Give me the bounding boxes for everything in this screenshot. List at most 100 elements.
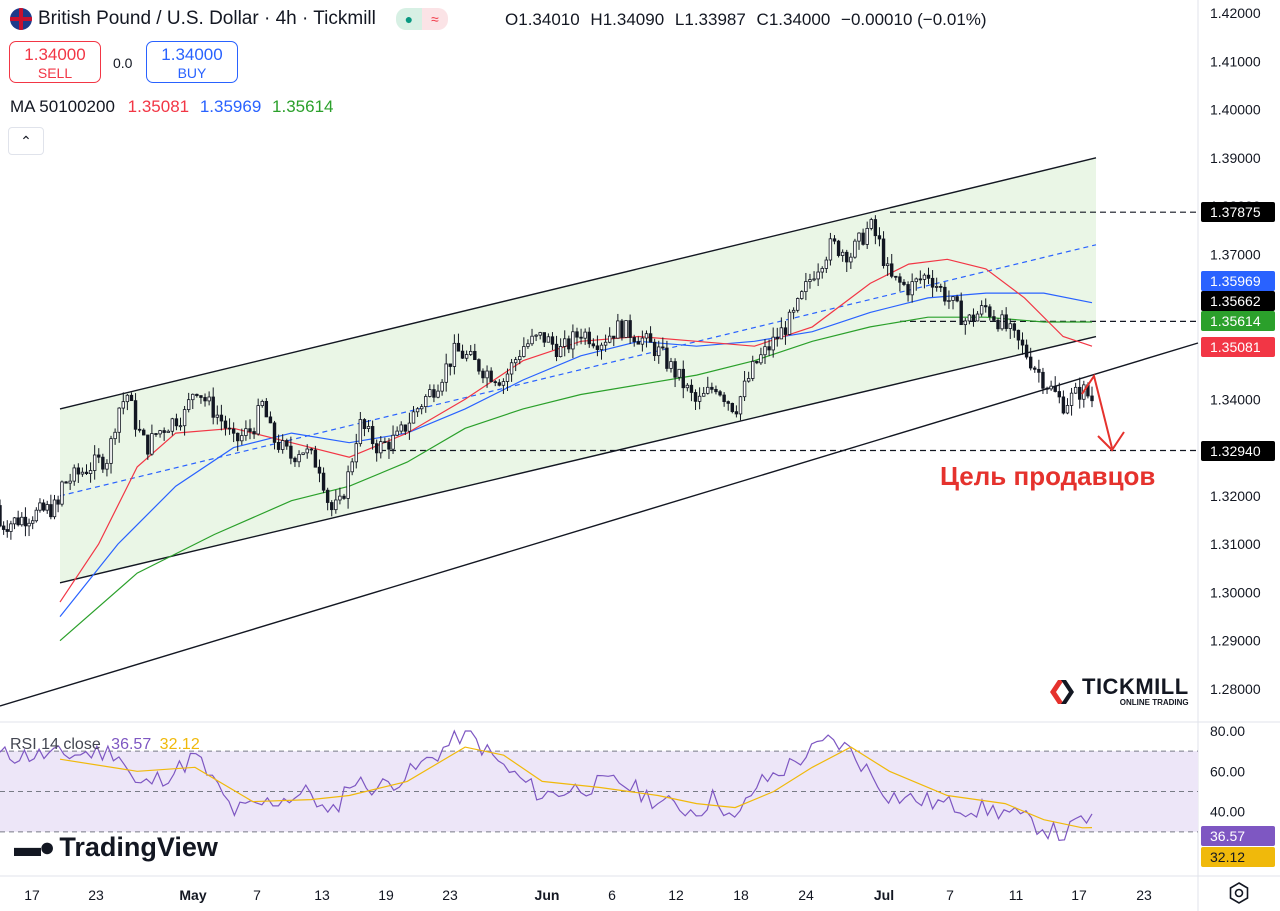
ohlc-open-key: O (505, 10, 519, 29)
candle-body (280, 440, 285, 450)
candle-body (918, 278, 923, 281)
candle-body (391, 434, 395, 450)
candle-body (775, 336, 779, 340)
ohlc-low-value: 1.33987 (684, 10, 746, 29)
candle-body (1028, 356, 1033, 369)
collapse-legend-button[interactable]: ⌃ (8, 127, 44, 155)
ma-legend[interactable]: MA 50100200 1.35081 1.35969 1.35614 (10, 97, 333, 117)
settings-gear-icon[interactable] (1228, 882, 1250, 904)
candle-body (930, 277, 935, 288)
candle-body (636, 341, 640, 345)
sell-button[interactable]: 1.34000 SELL (9, 41, 101, 83)
candle-body (742, 380, 747, 398)
candle-body (276, 441, 281, 450)
candle-body (49, 504, 53, 518)
candle-body (738, 396, 743, 415)
rsi-ma-value: 32.12 (159, 736, 200, 753)
candle-body (554, 343, 559, 357)
candle-body (914, 278, 918, 283)
candle-body (812, 278, 816, 281)
level-label-box (1201, 441, 1275, 461)
ohlc-low-key: L (674, 10, 685, 29)
candle-body (910, 281, 914, 296)
candle-body (456, 342, 461, 352)
chevron-up-icon: ⌃ (20, 132, 32, 149)
candle-body (783, 327, 788, 335)
candle-body (195, 393, 199, 397)
candle-body (828, 238, 833, 261)
rsi-ma-value-text: 32.12 (1210, 849, 1245, 865)
candle-body (1069, 392, 1074, 406)
ma100-line (59, 292, 1093, 617)
time-tick-label: May (179, 887, 206, 903)
candle-body (955, 296, 959, 302)
ma200-value: 1.35614 (272, 97, 334, 116)
candle-body (816, 271, 820, 280)
time-tick-label: 24 (798, 887, 814, 903)
candle-body (440, 381, 444, 392)
candle-body (890, 263, 894, 277)
candle-body (76, 467, 81, 475)
candle-body (861, 232, 865, 245)
candle-body (325, 489, 330, 503)
candle-body (726, 401, 730, 404)
candle-body (256, 405, 260, 435)
target-arrow-line (1081, 373, 1113, 449)
candle-body (808, 279, 812, 282)
candle-body (92, 454, 97, 471)
candle-body (967, 314, 972, 322)
candle-body (984, 305, 988, 308)
candle-body (231, 428, 236, 434)
candle-body (366, 426, 371, 429)
time-tick-label: 19 (378, 887, 394, 903)
candle-body (0, 505, 2, 527)
candle-body (350, 461, 354, 473)
candle-body (317, 466, 322, 474)
candle-body (150, 433, 154, 455)
candle-body (9, 523, 13, 532)
candle-body (563, 338, 567, 347)
candle-body (178, 425, 183, 428)
candle-body (1004, 314, 1008, 329)
candle-body (395, 430, 399, 436)
candle-body (714, 388, 718, 393)
candle-body (644, 333, 649, 339)
candle-body (800, 291, 804, 299)
candle-body (599, 344, 604, 350)
tradingview-logo[interactable]: ▬● TradingView (14, 832, 218, 863)
rsi-legend[interactable]: RSI 14 close 36.57 32.12 (10, 736, 200, 754)
candle-body (268, 416, 273, 424)
candle-body (730, 402, 735, 413)
ma100-value: 1.35969 (199, 97, 262, 116)
candle-body (926, 274, 931, 279)
indicator-status-pill[interactable]: ● ≈ (395, 8, 448, 30)
candle-body (338, 495, 342, 501)
candle-body (12, 517, 17, 525)
candle-body (158, 430, 162, 435)
candle-body (497, 382, 502, 386)
candle-body (840, 251, 845, 256)
candle-body (710, 386, 714, 390)
candle-body (166, 430, 170, 433)
ohlc-close-value: 1.34000 (768, 10, 831, 29)
buy-button[interactable]: 1.34000 BUY (146, 41, 238, 83)
candle-body (836, 240, 841, 256)
candle-body (370, 426, 375, 445)
symbol-header[interactable]: British Pound / U.S. Dollar · 4h · Tickm… (10, 8, 448, 30)
time-tick-label: 23 (442, 887, 458, 903)
candle-body (358, 419, 363, 445)
candle-body (853, 240, 857, 258)
candle-body (223, 420, 228, 429)
candle-body (407, 422, 412, 432)
candle-body (321, 472, 326, 491)
candle-body (661, 346, 665, 349)
candle-body (297, 454, 301, 463)
ohlc-readout: O1.34010 H1.34090 L1.33987 C1.34000 −0.0… (505, 10, 987, 30)
candle-body (5, 529, 9, 532)
time-tick-label: 17 (24, 887, 40, 903)
candle-body (285, 440, 289, 447)
candle-body (669, 361, 673, 369)
candle-body (170, 418, 175, 432)
level-label-box (1201, 337, 1275, 357)
